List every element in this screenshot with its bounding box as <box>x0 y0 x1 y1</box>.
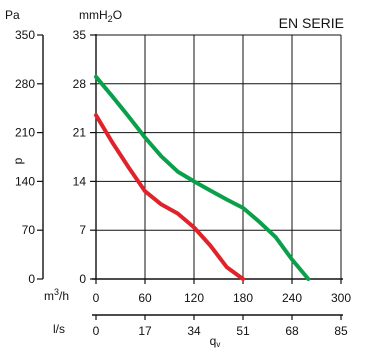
mmh2o-unit-main: mmH <box>79 8 108 22</box>
grid-group <box>37 34 343 320</box>
y-tick-label-pa: 280 <box>15 77 35 91</box>
y-tick-label-pa: 350 <box>15 28 35 42</box>
y-tick-label-pa: 0 <box>28 272 35 286</box>
mmh2o-unit-tail: O <box>113 8 122 22</box>
x-tick-label-m3h: 300 <box>331 291 351 305</box>
m3h-unit-label: m3/h <box>44 287 69 303</box>
y-tick-label-mmh2o: 21 <box>73 126 87 140</box>
x-label-sub: v <box>216 340 220 349</box>
y-tick-label-mmh2o: 0 <box>79 272 86 286</box>
series-line-1 <box>94 74 311 281</box>
x-tick-label-m3h: 240 <box>282 291 302 305</box>
x-label-main: q <box>210 334 217 348</box>
chart-title: EN SERIE <box>279 15 344 31</box>
y-tick-label-mmh2o: 14 <box>73 174 87 188</box>
m3h-unit-tail: /h <box>59 289 69 303</box>
y-tick-label-mmh2o: 28 <box>73 77 87 91</box>
y-tick-label-pa: 70 <box>22 223 36 237</box>
x-tick-label-ls: 34 <box>187 324 201 338</box>
x-tick-label-ls: 0 <box>93 324 100 338</box>
x-tick-label-ls: 51 <box>236 324 250 338</box>
y-tick-label-mmh2o: 35 <box>73 28 87 42</box>
x-tick-label-ls: 85 <box>334 324 348 338</box>
m3h-unit-sup: 3 <box>54 287 59 297</box>
x-tick-label-m3h: 180 <box>233 291 253 305</box>
ls-unit-label: l/s <box>53 322 65 336</box>
y-tick-label-pa: 210 <box>15 126 35 140</box>
x-tick-label-m3h: 120 <box>184 291 204 305</box>
x-tick-label-ls: 17 <box>138 324 152 338</box>
y-axis-label: p <box>11 157 25 164</box>
x-tick-label-m3h: 0 <box>93 291 100 305</box>
m3h-unit-main: m <box>44 289 54 303</box>
x-tick-label-ls: 68 <box>285 324 299 338</box>
x-tick-label-m3h: 60 <box>138 291 152 305</box>
mmh2o-unit-label: mmH2O <box>79 8 122 24</box>
y-tick-label-mmh2o: 7 <box>79 223 86 237</box>
series-line-2 <box>94 113 245 281</box>
x-axis-label: qv <box>210 334 221 349</box>
mmh2o-unit-sub: 2 <box>108 14 113 24</box>
y-tick-label-pa: 140 <box>15 174 35 188</box>
pa-unit-label: Pa <box>5 8 20 22</box>
